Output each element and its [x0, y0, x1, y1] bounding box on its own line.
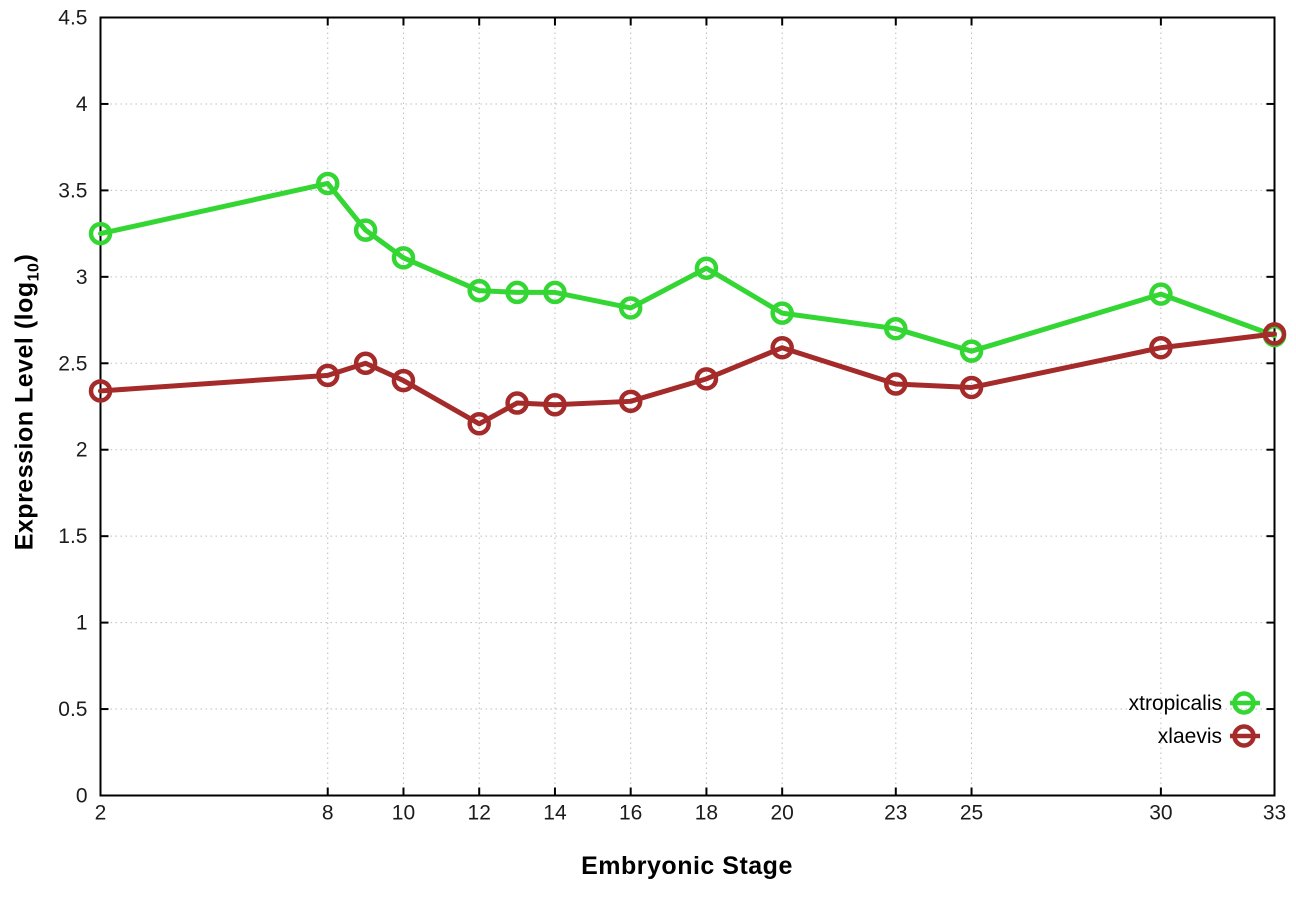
y-tick-label: 2.5	[58, 352, 87, 375]
data-point-xtropicalis	[353, 218, 378, 242]
legend-label-xlaevis: xlaevis	[1158, 725, 1222, 748]
y-axis-title: Expression Level (log10)	[11, 254, 44, 551]
x-tick-label: 20	[770, 802, 793, 825]
y-tick-label: 2	[76, 439, 88, 462]
data-point-xlaevis	[88, 379, 113, 403]
y-tick-label: 3.5	[58, 179, 87, 202]
y-axis-title-prefix: Expression Level (log	[10, 281, 39, 551]
data-point-xlaevis	[1262, 322, 1287, 346]
y-tick-label: 4.5	[58, 7, 87, 30]
data-point-xlaevis	[694, 367, 719, 391]
x-tick-label: 23	[884, 802, 907, 825]
legend-marker-xtropicalis	[1232, 691, 1256, 715]
data-point-xtropicalis	[618, 296, 643, 320]
series-line-xlaevis	[98, 331, 1277, 427]
y-tick-label: 0.5	[58, 698, 87, 721]
x-axis-title-text: Embryonic Stage	[581, 852, 793, 880]
data-point-xlaevis	[543, 393, 567, 417]
data-point-xlaevis	[959, 375, 984, 400]
x-tick-label: 14	[543, 802, 567, 825]
x-tick-label: 8	[322, 802, 334, 825]
data-point-xlaevis	[884, 372, 908, 396]
data-point-xtropicalis	[959, 339, 984, 363]
data-point-xtropicalis	[315, 171, 340, 196]
x-tick-label: 10	[392, 802, 415, 825]
x-tick-label: 16	[619, 802, 642, 825]
data-point-xtropicalis	[467, 278, 491, 303]
data-point-xtropicalis	[884, 316, 908, 341]
data-point-xlaevis	[315, 363, 340, 388]
x-tick-label: 18	[695, 802, 718, 825]
y-axis-title-suffix: )	[10, 253, 39, 263]
data-point-xlaevis	[353, 351, 378, 376]
y-axis-title-subscript: 10	[25, 262, 43, 282]
data-point-xlaevis	[1149, 335, 1173, 360]
x-tick-label: 25	[960, 802, 983, 825]
x-tick-label: 30	[1149, 802, 1172, 825]
x-axis-title: Embryonic Stage	[100, 852, 1274, 881]
y-tick-label: 4	[76, 93, 88, 116]
data-point-xtropicalis	[694, 256, 719, 280]
x-tick-label: 33	[1263, 802, 1286, 825]
data-point-xtropicalis	[505, 280, 529, 305]
data-point-xlaevis	[467, 412, 491, 436]
y-tick-label: 0	[76, 785, 88, 808]
plot-border	[99, 16, 1276, 797]
data-point-xlaevis	[391, 368, 416, 393]
data-point-xtropicalis	[770, 301, 794, 325]
data-point-xlaevis	[505, 391, 529, 415]
data-point-xtropicalis	[391, 246, 416, 270]
x-tick-label: 12	[468, 802, 491, 825]
data-point-xlaevis	[618, 389, 643, 414]
y-tick-label: 1	[76, 612, 88, 635]
x-tick-label: 2	[95, 802, 107, 825]
data-point-xtropicalis	[88, 221, 113, 246]
data-point-xlaevis	[770, 335, 794, 360]
legend-label-xtropicalis: xtropicalis	[1129, 692, 1222, 715]
data-point-xtropicalis	[1149, 282, 1173, 306]
data-point-xtropicalis	[543, 280, 567, 305]
y-tick-label: 1.5	[58, 525, 87, 548]
legend-marker-xlaevis	[1232, 724, 1256, 748]
y-tick-label: 3	[76, 266, 88, 289]
